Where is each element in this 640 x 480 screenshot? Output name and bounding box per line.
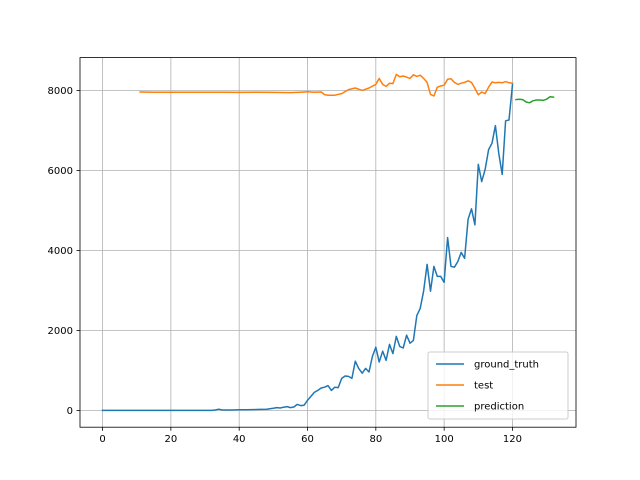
- x-tick-label: 0: [99, 434, 105, 445]
- y-tick-label: 4000: [48, 246, 73, 257]
- x-tick-label: 40: [233, 434, 246, 445]
- axes-frame: [79, 57, 577, 428]
- axis-ticks: 0 20 40 60 80 100 120 0 2000 4000 6000 8000: [48, 86, 522, 445]
- y-tick-label: 0: [67, 406, 73, 417]
- x-tick-label: 20: [164, 434, 177, 445]
- legend-label-prediction: prediction: [474, 402, 524, 413]
- x-tick-label: 100: [435, 434, 454, 445]
- legend-label-ground-truth: ground_truth: [474, 360, 539, 371]
- x-tick-label: 60: [301, 434, 314, 445]
- x-tick-label: 120: [503, 434, 522, 445]
- y-tick-label: 8000: [48, 86, 73, 97]
- series-line-test: [139, 73, 514, 97]
- series-line-prediction: [515, 96, 555, 104]
- y-tick-label: 6000: [48, 166, 73, 177]
- x-tick-label: 80: [369, 434, 382, 445]
- y-tick-label: 2000: [48, 326, 73, 337]
- series-line-ground-truth: [101, 83, 514, 412]
- legend-box: [427, 351, 569, 420]
- legend-label-test: test: [474, 381, 493, 392]
- plot-series: [101, 73, 555, 412]
